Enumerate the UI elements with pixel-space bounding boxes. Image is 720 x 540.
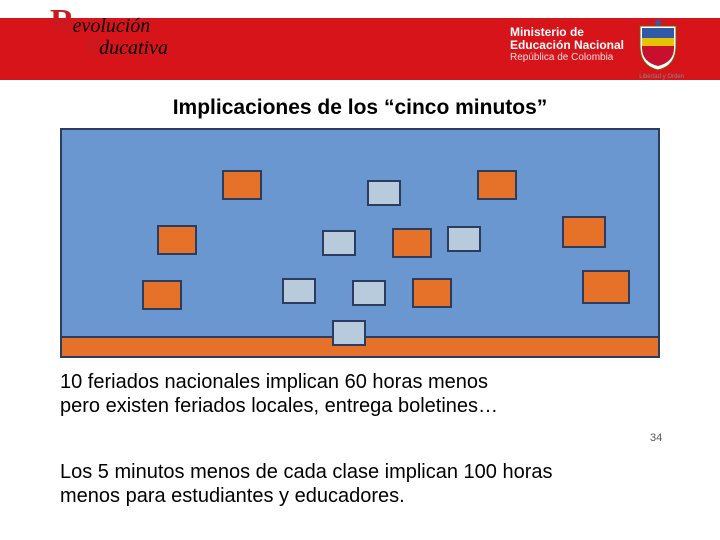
coat-caption: Libertad y Orden (639, 74, 684, 80)
slide-title: Implicaciones de los “cinco minutos” (0, 96, 720, 120)
implication-holidays-text: 10 feriados nacionales implican 60 horas… (60, 370, 498, 418)
colombia-coat-of-arms-icon (636, 20, 680, 72)
text2-line1: Los 5 minutos menos de cada clase implic… (60, 461, 553, 483)
diagram-box (332, 320, 366, 346)
ministry-block: Ministerio de Educación Nacional Repúbli… (510, 26, 624, 64)
text1-line1: 10 feriados nacionales implican 60 horas… (60, 371, 488, 393)
diagram-box (157, 225, 197, 255)
ministry-line3: República de Colombia (510, 52, 624, 64)
cinco-minutos-diagram (60, 128, 660, 358)
ministry-line2: Educación Nacional (510, 39, 624, 52)
diagram-box (222, 170, 262, 200)
diagram-box (322, 230, 356, 256)
logo-ducativa: ducativa (99, 37, 168, 60)
page-number: 34 (650, 432, 662, 444)
diagram-box (142, 280, 182, 310)
diagram-box (282, 278, 316, 304)
text2-line2: menos para estudiantes y educadores. (60, 485, 405, 507)
implication-5min-text: Los 5 minutos menos de cada clase implic… (60, 460, 553, 508)
diagram-box (562, 216, 606, 248)
logo-revolucion-educativa: R evolución e ducativa (50, 8, 190, 60)
diagram-box (582, 270, 630, 304)
diagram-box (392, 228, 432, 258)
text1-line2: pero existen feriados locales, entrega b… (60, 395, 498, 417)
diagram-box (352, 280, 386, 306)
logo-evolucion: evolución (73, 15, 151, 38)
logo-r: R (50, 8, 75, 36)
diagram-box (447, 226, 481, 252)
diagram-box (477, 170, 517, 200)
diagram-box (412, 278, 452, 308)
diagram-box (367, 180, 401, 206)
